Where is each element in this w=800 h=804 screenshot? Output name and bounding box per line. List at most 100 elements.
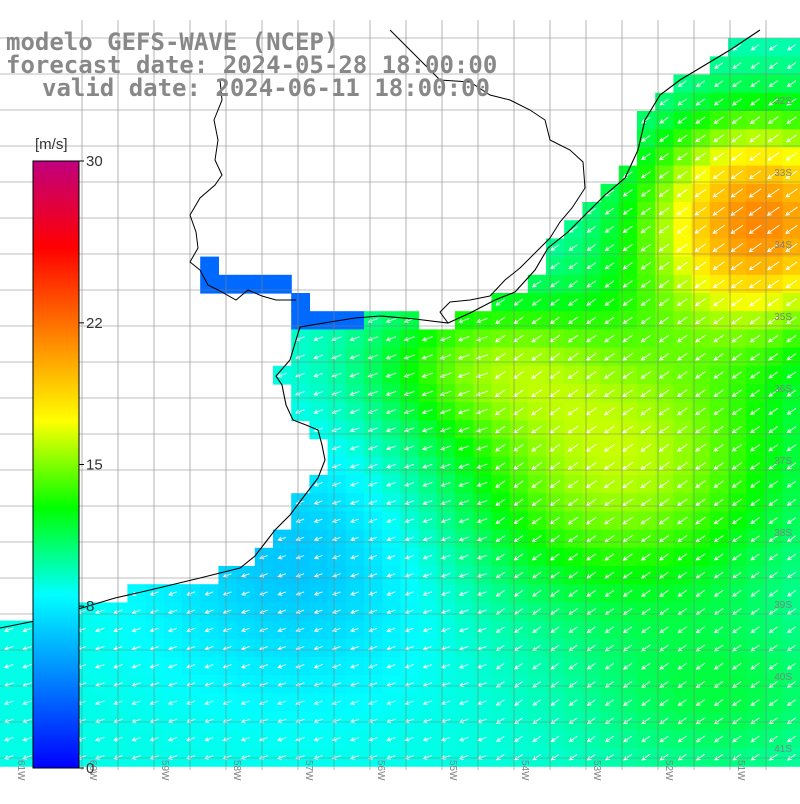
- wind-arrow: [495, 425, 506, 434]
- wind-arrow: [350, 573, 359, 578]
- wind-arrow: [731, 298, 743, 307]
- wind-arrow: [603, 407, 615, 416]
- coastline-inland: [189, 29, 586, 324]
- wind-arrow: [422, 554, 433, 560]
- wind-arrow: [658, 389, 670, 398]
- wind-arrow: [386, 463, 396, 469]
- wind-arrow: [385, 427, 397, 433]
- wind-arrow: [658, 316, 670, 325]
- wind-arrow: [404, 573, 414, 578]
- wind-arrow: [658, 171, 670, 179]
- wind-arrow: [749, 353, 761, 361]
- wind-arrow: [568, 262, 578, 270]
- wind-arrow: [786, 444, 797, 452]
- wind-arrow: [476, 554, 488, 560]
- wind-arrow: [786, 62, 796, 69]
- longitude-label: 61W: [15, 760, 26, 781]
- wind-arrow: [713, 371, 724, 379]
- wind-arrow: [514, 735, 523, 743]
- wind-arrow: [22, 736, 32, 742]
- wind-arrow: [149, 609, 159, 615]
- wind-arrow: [786, 80, 797, 88]
- wind-arrow: [659, 116, 669, 124]
- wind-arrow: [731, 371, 742, 379]
- wind-arrow: [204, 591, 214, 596]
- wind-arrow: [640, 553, 651, 561]
- wind-arrow: [421, 390, 434, 397]
- wind-cell: [273, 274, 292, 294]
- wind-arrow: [676, 480, 688, 489]
- wind-arrow: [476, 445, 488, 451]
- wind-arrow: [550, 626, 560, 634]
- wind-arrow: [476, 336, 488, 342]
- wind-arrow: [677, 699, 687, 706]
- wind-arrow: [785, 224, 798, 234]
- wind-arrow: [386, 627, 396, 633]
- wind-arrow: [368, 664, 378, 669]
- wind-arrow: [640, 189, 651, 197]
- wind-arrow: [768, 407, 779, 415]
- wind-arrow: [750, 699, 760, 706]
- wind-arrow: [385, 390, 397, 396]
- wind-arrow: [732, 553, 742, 561]
- wind-arrow: [713, 444, 724, 452]
- wind-arrow: [786, 535, 797, 543]
- wind-arrow: [785, 298, 797, 307]
- wind-arrow: [476, 536, 488, 542]
- wind-arrow: [349, 372, 360, 378]
- wind-arrow: [131, 627, 141, 633]
- wind-arrow: [550, 298, 560, 306]
- wind-arrow: [695, 735, 706, 743]
- wind-arrow: [495, 699, 505, 706]
- wind-arrow: [550, 662, 560, 670]
- wind-arrow: [476, 500, 488, 506]
- wind-arrow: [385, 445, 396, 451]
- latitude-label: 33S: [774, 168, 792, 179]
- colorbar-ticks: 30 22 15 8 0: [79, 153, 103, 777]
- wind-arrow: [240, 664, 250, 669]
- wind-arrow: [167, 700, 178, 706]
- wind-arrow: [422, 664, 433, 669]
- wind-arrow: [695, 407, 706, 416]
- wind-arrow: [532, 735, 541, 743]
- wind-arrow: [439, 336, 452, 342]
- wind-arrow: [440, 481, 451, 487]
- wind-arrow: [640, 243, 652, 252]
- wind-arrow: [768, 717, 778, 725]
- wind-arrow: [386, 500, 396, 505]
- wind-arrow: [659, 735, 669, 743]
- wind-arrow: [750, 44, 760, 51]
- coastline: [0, 29, 761, 629]
- wind-arrow: [641, 753, 651, 761]
- wind-arrow: [277, 591, 287, 596]
- wind-arrow: [113, 736, 123, 742]
- wind-arrow: [658, 189, 670, 197]
- wind-arrow: [750, 407, 761, 415]
- wind-arrow: [695, 753, 705, 761]
- wind-arrow: [531, 298, 542, 306]
- wind-arrow: [277, 554, 287, 560]
- wind-arrow: [658, 261, 670, 270]
- wind-arrow: [385, 354, 397, 360]
- wind-arrow: [676, 261, 688, 270]
- wind-arrow: [531, 443, 543, 452]
- wind-arrow: [659, 699, 669, 706]
- wind-arrow: [586, 262, 596, 270]
- wind-arrow: [386, 664, 396, 669]
- wind-arrow: [313, 336, 324, 342]
- wind-arrow: [368, 554, 378, 560]
- wind-arrow: [695, 516, 706, 525]
- wind-arrow: [457, 372, 470, 378]
- wind-arrow: [495, 462, 506, 470]
- wind-arrow: [786, 316, 797, 325]
- wind-arrow: [677, 334, 688, 343]
- wind-arrow: [768, 371, 779, 379]
- wind-arrow: [605, 754, 614, 761]
- wind-arrow: [532, 754, 541, 761]
- wind-arrow: [368, 518, 378, 524]
- wind-arrow: [349, 664, 360, 669]
- wind-arrow: [3, 736, 14, 742]
- wind-arrow: [640, 389, 652, 398]
- longitude-label: 54W: [519, 760, 530, 781]
- wind-arrow: [476, 317, 488, 324]
